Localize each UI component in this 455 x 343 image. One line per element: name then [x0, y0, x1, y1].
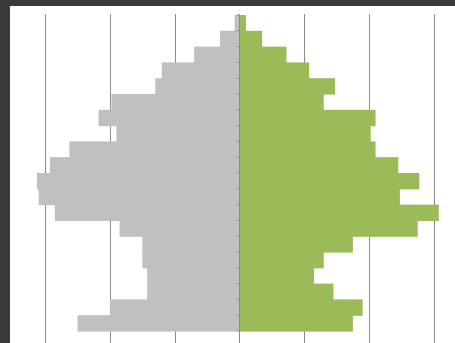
- bar-series1-row17: [161, 62, 240, 79]
- bar-series2-row19: [239, 30, 263, 48]
- bar-series2-row18: [239, 46, 287, 63]
- bar-series1-row6: [142, 236, 240, 253]
- bar-series1-row15: [111, 94, 240, 111]
- bar-series1-row5: [142, 252, 240, 269]
- bar-series2-row3: [239, 283, 334, 300]
- bar-series2-row16: [239, 78, 336, 95]
- bar-series1-row19: [220, 30, 240, 48]
- bar-series2-row5: [239, 252, 324, 269]
- axis: [236, 14, 240, 343]
- bar-series1-row4: [147, 267, 240, 285]
- bar-series1-row16: [155, 78, 240, 95]
- bars: [37, 15, 439, 332]
- bar-series1-row8: [54, 204, 240, 221]
- bar-series2-row20: [239, 15, 246, 32]
- bar-series1-row14: [98, 109, 240, 127]
- bar-series2-row1: [239, 315, 353, 332]
- bar-series1-row18: [194, 46, 240, 63]
- bar-series2-row11: [239, 157, 399, 174]
- bar-series2-row9: [239, 188, 400, 206]
- bar-series2-row8: [239, 204, 439, 221]
- bar-series2-row13: [239, 125, 371, 142]
- bar-series2-row10: [239, 173, 420, 190]
- bar-series1-row1: [77, 315, 240, 332]
- bar-series1-row12: [69, 141, 240, 158]
- bar-series2-row14: [239, 109, 376, 127]
- bar-series2-row15: [239, 94, 324, 111]
- bar-series2-row7: [239, 220, 418, 237]
- bar-series1-row2: [109, 299, 240, 316]
- bar-series1-row20: [234, 15, 240, 32]
- bar-series1-row13: [116, 125, 240, 142]
- bar-series1-row10: [37, 173, 240, 190]
- bar-series2-row4: [239, 267, 315, 285]
- bar-series2-row12: [239, 141, 376, 158]
- bar-series1-row7: [119, 220, 240, 237]
- bar-series1-row3: [147, 283, 240, 300]
- bar-series1-row9: [38, 188, 240, 206]
- bar-series2-row2: [239, 299, 363, 316]
- bar-series2-row6: [239, 236, 353, 253]
- bar-series2-row17: [239, 62, 310, 79]
- bar-series1-row11: [49, 157, 240, 174]
